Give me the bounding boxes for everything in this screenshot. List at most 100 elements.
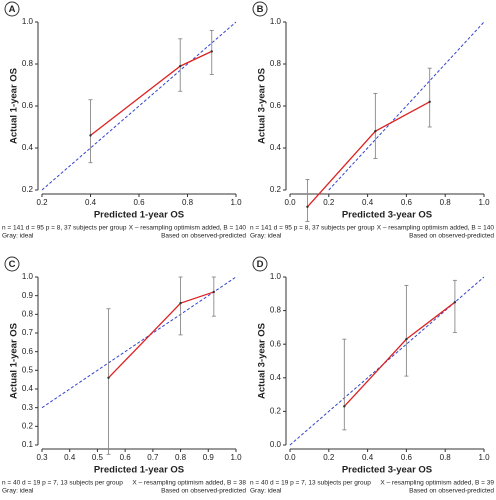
observed-line: [108, 291, 215, 379]
ideal-line: [328, 21, 485, 191]
observed-point: [210, 50, 213, 53]
panel-badge: [4, 1, 20, 17]
panel-label: D: [257, 259, 264, 270]
y-tick-label: 0.6: [270, 101, 282, 110]
footnote: Gray: ideal: [250, 488, 282, 495]
x-tick-label: 0.6: [401, 453, 413, 462]
footnote: n = 40 d = 19 p = 7, 13 subjects per gro…: [2, 480, 123, 487]
x-tick-label: 1.0: [230, 198, 242, 207]
observed-point: [374, 130, 377, 133]
ideal-line: [41, 21, 237, 191]
x-tick-label: 0.5: [92, 453, 104, 462]
x-tick-label: 1.0: [478, 198, 490, 207]
x-tick-label: 0.4: [362, 198, 374, 207]
observed-line: [306, 101, 430, 208]
x-tick-label: 0.4: [64, 453, 76, 462]
y-tick-label: 0.8: [22, 59, 34, 68]
x-tick-label: 0.3: [36, 453, 48, 462]
footnote: X – resampling optimism added, B = 140: [377, 225, 495, 232]
x-tick-label: 0.8: [440, 453, 452, 462]
panel-label: B: [257, 4, 264, 15]
observed-point: [212, 290, 216, 294]
y-tick-label: 0.2: [22, 421, 34, 430]
y-tick-label: 1.0: [22, 17, 34, 26]
y-tick-label: 0.6: [22, 101, 34, 110]
observed-point: [405, 337, 408, 341]
observed-point: [179, 64, 182, 68]
y-tick-label: 0.2: [270, 407, 282, 416]
footnote: Gray: ideal: [250, 233, 282, 240]
y-tick-label: 0.3: [22, 403, 34, 412]
y-tick-label: 1.0: [270, 17, 282, 26]
y-tick-label: 0.6: [22, 347, 34, 356]
y-tick-label: 0.0: [270, 440, 282, 449]
y-tick-label: 1.0: [22, 272, 34, 281]
x-tick-label: 0.4: [362, 453, 374, 462]
panel: A 0.2 0.4 0.6 0.8 1.0 0.2 0.4 0.6 0.8 1.0 Predicted…: [2, 1, 247, 240]
y-tick-label: 0.8: [270, 59, 282, 68]
y-axis-title: Actual 1-year OS: [9, 323, 20, 399]
panel: C 0.3 0.4 0.5 0.6 0.7 0.8 0.9 1.0 0.1 0.2 0.3 0.4 0.5…: [2, 256, 246, 495]
x-axis-title: Predicted 1-year OS: [94, 210, 184, 221]
y-axis-title: Actual 3-year OS: [257, 323, 268, 399]
x-tick-label: 0.8: [182, 198, 194, 207]
footnote: n = 141 d = 95 p = 8, 37 subjects per gr…: [250, 225, 375, 232]
x-axis-title: Predicted 3-year OS: [342, 210, 432, 221]
x-tick-label: 0.6: [120, 453, 132, 462]
observed-point: [306, 205, 309, 208]
observed-point: [453, 301, 457, 304]
observed-line: [343, 301, 456, 407]
x-tick-label: 0.4: [85, 198, 97, 207]
x-tick-label: 0.8: [440, 198, 452, 207]
x-tick-label: 0.8: [175, 453, 187, 462]
y-tick-label: 0.2: [270, 185, 282, 194]
footnote: Gray: ideal: [2, 233, 34, 240]
x-tick-label: 0.0: [284, 453, 296, 462]
footnote: X – resampling optimism added, B = 39: [380, 480, 494, 487]
x-tick-label: 1.0: [478, 453, 490, 462]
y-axis-title: Actual 1-year OS: [9, 68, 20, 144]
x-tick-label: 0.0: [284, 198, 296, 207]
x-tick-label: 0.9: [203, 453, 215, 462]
panel-label: C: [9, 259, 16, 270]
footnote: Based on observed-predicted: [161, 233, 246, 240]
y-tick-label: 1.0: [270, 272, 282, 281]
footnote: n = 40 d = 19 p = 7, 13 subjects per gro…: [250, 480, 371, 487]
observed-point: [343, 405, 346, 408]
y-tick-label: 0.4: [22, 384, 34, 393]
ideal-line: [41, 276, 237, 409]
panel-badge: [252, 256, 268, 272]
footnote: Based on observed-predicted: [409, 488, 494, 495]
observed-line: [90, 50, 213, 136]
panel-label: A: [9, 4, 16, 15]
y-tick-label: 0.4: [270, 373, 282, 382]
ideal-line: [289, 276, 485, 446]
footnote: X – resampling optimism added, B = 38: [132, 480, 246, 487]
panel: B0.0 0.2 0.4 0.6 0.8 1.00.20.40.60.81.0Predic…: [250, 1, 495, 240]
x-axis-title: Predicted 1-year OS: [94, 465, 184, 476]
y-tick-label: 0.2: [22, 185, 34, 194]
y-tick-label: 0.8: [270, 306, 282, 315]
y-tick-label: 0.6: [270, 339, 282, 348]
observed-point: [428, 100, 431, 104]
y-tick-label: 0.4: [22, 143, 34, 152]
x-tick-label: 0.2: [36, 198, 48, 207]
footnote: X – resampling optimism added, B = 140: [129, 225, 247, 232]
y-tick-label: 0.8: [22, 309, 34, 318]
footnote: n = 141 d = 95 p = 8, 37 subjects per gr…: [2, 225, 127, 232]
panel: D 0.0 0.2 0.4 0.6 0.8 1.0 0.0 0.2 0.4 0.6 0.8 1.0 Pre…: [250, 256, 494, 495]
y-tick-label: 0.5: [22, 365, 34, 374]
footnote: Based on observed-predicted: [161, 488, 246, 495]
x-axis-title: Predicted 3-year OS: [342, 465, 432, 476]
footnote: Gray: ideal: [2, 488, 34, 495]
panel-badge: [4, 256, 20, 272]
x-tick-label: 0.2: [323, 198, 335, 207]
y-tick-label: 0.7: [22, 328, 34, 337]
panel-badge: [252, 1, 268, 17]
y-tick-label: 0.4: [270, 143, 282, 152]
observed-point: [89, 134, 92, 137]
x-tick-label: 0.6: [401, 198, 413, 207]
observed-point: [179, 301, 182, 305]
x-tick-label: 1.0: [230, 453, 242, 462]
